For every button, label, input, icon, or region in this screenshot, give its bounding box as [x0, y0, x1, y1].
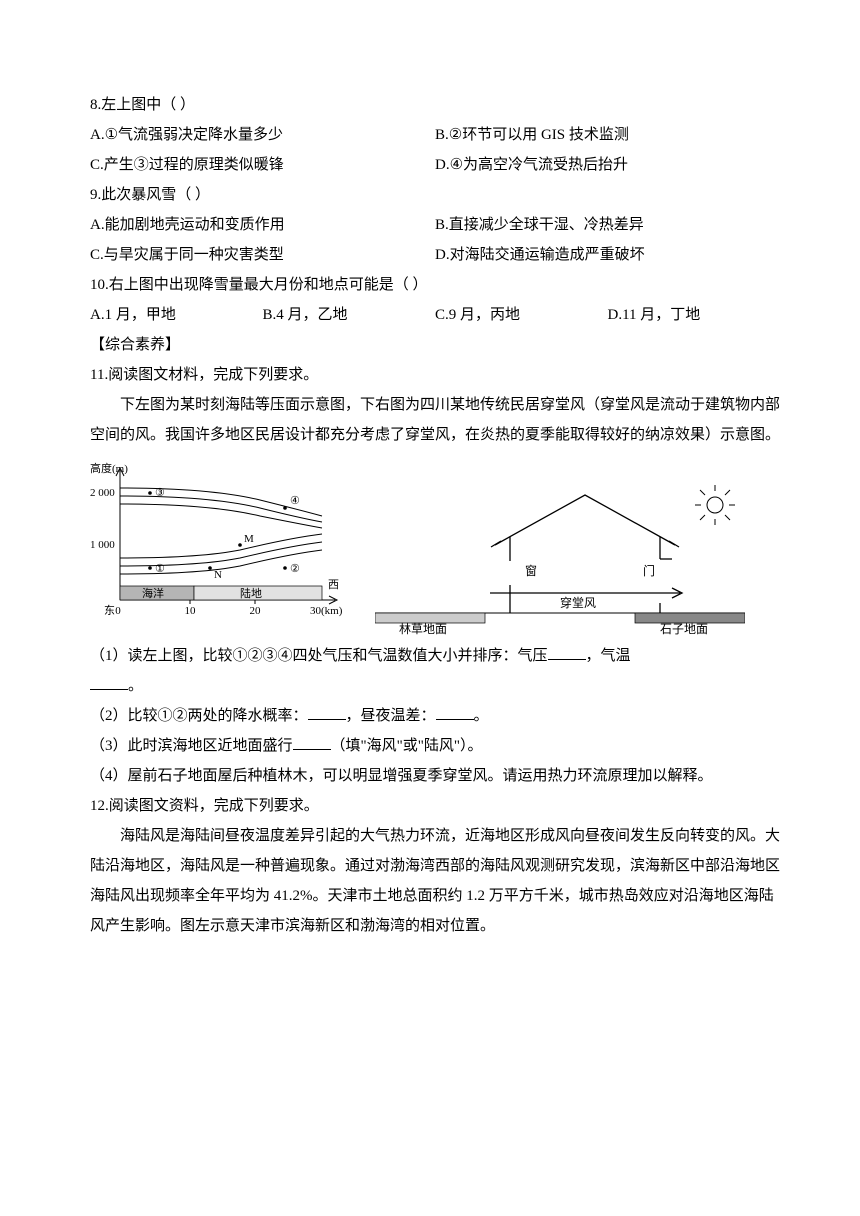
- q8-stem: 8.左上图中（ ）: [90, 90, 780, 120]
- q11-sub2-b: ，昼夜温差：: [346, 708, 436, 724]
- stone-label: 石子地面: [660, 622, 708, 635]
- chart-ytick-2000: 2 000: [90, 487, 115, 499]
- chart-xtick-20: 20: [250, 605, 262, 617]
- q11-sub1-tail: 。: [90, 671, 780, 701]
- q8-opt-a: A.①气流强弱决定降水量多少: [90, 120, 435, 150]
- q8-options: A.①气流强弱决定降水量多少 B.②环节可以用 GIS 技术监测: [90, 120, 780, 150]
- chart-p4: ④: [290, 495, 300, 507]
- q12-para: 海陆风是海陆间昼夜温度差异引起的大气热力环流，近海地区形成风向昼夜间发生反向转变…: [90, 821, 780, 941]
- q11-sub2-c: 。: [474, 708, 489, 724]
- wind-label: 穿堂风: [560, 595, 596, 610]
- chart-N: N: [214, 569, 222, 581]
- blank-temprange[interactable]: [436, 703, 474, 721]
- chart-west: 西: [328, 579, 339, 591]
- house-diagram: 窗 门 穿堂风 林草地面 石子地面: [375, 485, 745, 635]
- window-label: 窗: [525, 564, 537, 578]
- q11-para: 下左图为某时刻海陆等压面示意图，下右图为四川某地传统民居穿堂风（穿堂风是流动于建…: [90, 390, 780, 450]
- q11-sub3-a: （3）此时滨海地区近地面盛行: [90, 738, 293, 754]
- chart-ytick-1000: 1 000: [90, 539, 115, 551]
- section-tag: 【综合素养】: [90, 330, 780, 360]
- q9-options-2: C.与旱灾属于同一种灾害类型 D.对海陆交通运输造成严重破坏: [90, 240, 780, 270]
- chart-M: M: [244, 533, 254, 545]
- chart-y-label: 高度(m): [90, 461, 128, 475]
- ocean-label: 海洋: [142, 586, 164, 600]
- q8-opt-c: C.产生③过程的原理类似暖锋: [90, 150, 435, 180]
- q11-sub3: （3）此时滨海地区近地面盛行 （填"海风"或"陆风"）。: [90, 731, 780, 761]
- q8-opt-d: D.④为高空冷气流受热后抬升: [435, 150, 780, 180]
- q12-stem: 12.阅读图文资料，完成下列要求。: [90, 791, 780, 821]
- grass-label: 林草地面: [399, 622, 447, 635]
- q9-options: A.能加剧地壳运动和变质作用 B.直接减少全球干湿、冷热差异: [90, 210, 780, 240]
- q11-sub2-a: （2）比较①②两处的降水概率：: [90, 708, 308, 724]
- q8-opt-b: B.②环节可以用 GIS 技术监测: [435, 120, 780, 150]
- q11-sub3-b: （填"海风"或"陆风"）。: [331, 738, 483, 754]
- q8-options-2: C.产生③过程的原理类似暖锋 D.④为高空冷气流受热后抬升: [90, 150, 780, 180]
- chart-p2: ②: [290, 563, 300, 575]
- q11-sub4: （4）屋前石子地面屋后种植林木，可以明显增强夏季穿堂风。请运用热力环流原理加以解…: [90, 761, 780, 791]
- chart-east: 东: [104, 604, 115, 617]
- q10-options: A.1 月，甲地 B.4 月，乙地 C.9 月，丙地 D.11 月，丁地: [90, 300, 780, 330]
- door-label: 门: [643, 563, 655, 578]
- q10-opt-c: C.9 月，丙地: [435, 300, 608, 330]
- q11-sub1: （1）读左上图，比较①②③④四处气压和气温数值大小并排序：气压 ，气温: [90, 641, 780, 671]
- q10-opt-d: D.11 月，丁地: [608, 300, 781, 330]
- land-label: 陆地: [240, 586, 262, 600]
- chart-xtick-10: 10: [185, 605, 197, 617]
- q11-sub2: （2）比较①②两处的降水概率： ，昼夜温差： 。: [90, 701, 780, 731]
- blank-precip[interactable]: [308, 703, 346, 721]
- q9-opt-b: B.直接减少全球干湿、冷热差异: [435, 210, 780, 240]
- chart-p1: ①: [155, 563, 165, 575]
- chart-xtick-30: 30(km): [310, 605, 343, 617]
- blank-temperature[interactable]: [90, 673, 128, 691]
- blank-wind[interactable]: [293, 733, 331, 751]
- q9-stem: 9.此次暴风雪（ ）: [90, 180, 780, 210]
- q10-opt-a: A.1 月，甲地: [90, 300, 263, 330]
- q9-opt-c: C.与旱灾属于同一种灾害类型: [90, 240, 435, 270]
- q11-sub1-b: ，气温: [586, 648, 631, 664]
- figures-row: 高度(m) 2 000 1 000 海洋 陆地 ③ ④ M N ① ② 东 0 …: [90, 460, 780, 635]
- isobar-chart: 高度(m) 2 000 1 000 海洋 陆地 ③ ④ M N ① ② 东 0 …: [90, 460, 345, 635]
- q9-opt-a: A.能加剧地壳运动和变质作用: [90, 210, 435, 240]
- chart-xtick-0: 0: [115, 605, 121, 617]
- blank-pressure[interactable]: [548, 643, 586, 661]
- q11-sub1-a: （1）读左上图，比较①②③④四处气压和气温数值大小并排序：气压: [90, 648, 548, 664]
- q9-opt-d: D.对海陆交通运输造成严重破坏: [435, 240, 780, 270]
- q11-stem: 11.阅读图文材料，完成下列要求。: [90, 360, 780, 390]
- q10-stem: 10.右上图中出现降雪量最大月份和地点可能是（ ）: [90, 270, 780, 300]
- chart-p3: ③: [155, 487, 165, 499]
- q10-opt-b: B.4 月，乙地: [263, 300, 436, 330]
- q11-sub1-c: 。: [128, 678, 143, 694]
